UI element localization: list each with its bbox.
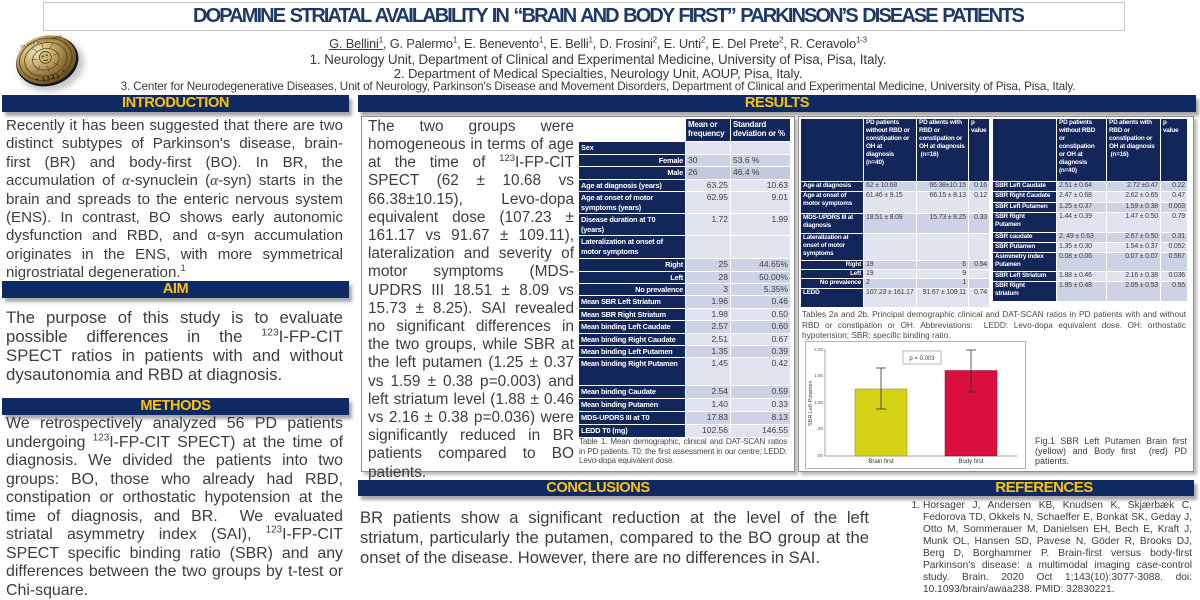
svg-text:1343: 1343 — [41, 71, 62, 84]
svg-text:,00: ,00 — [817, 453, 824, 458]
svg-text:,50: ,50 — [817, 426, 824, 431]
svg-text:1,00: 1,00 — [814, 400, 823, 405]
svg-text:2,00: 2,00 — [814, 347, 823, 352]
svg-text:Body first: Body first — [958, 459, 983, 465]
svg-text:1,50: 1,50 — [814, 373, 823, 378]
svg-text:p = 0.003: p = 0.003 — [909, 356, 935, 362]
svg-text:Brain first: Brain first — [868, 459, 894, 465]
svg-text:SBR Left Putamen: SBR Left Putamen — [808, 380, 814, 426]
